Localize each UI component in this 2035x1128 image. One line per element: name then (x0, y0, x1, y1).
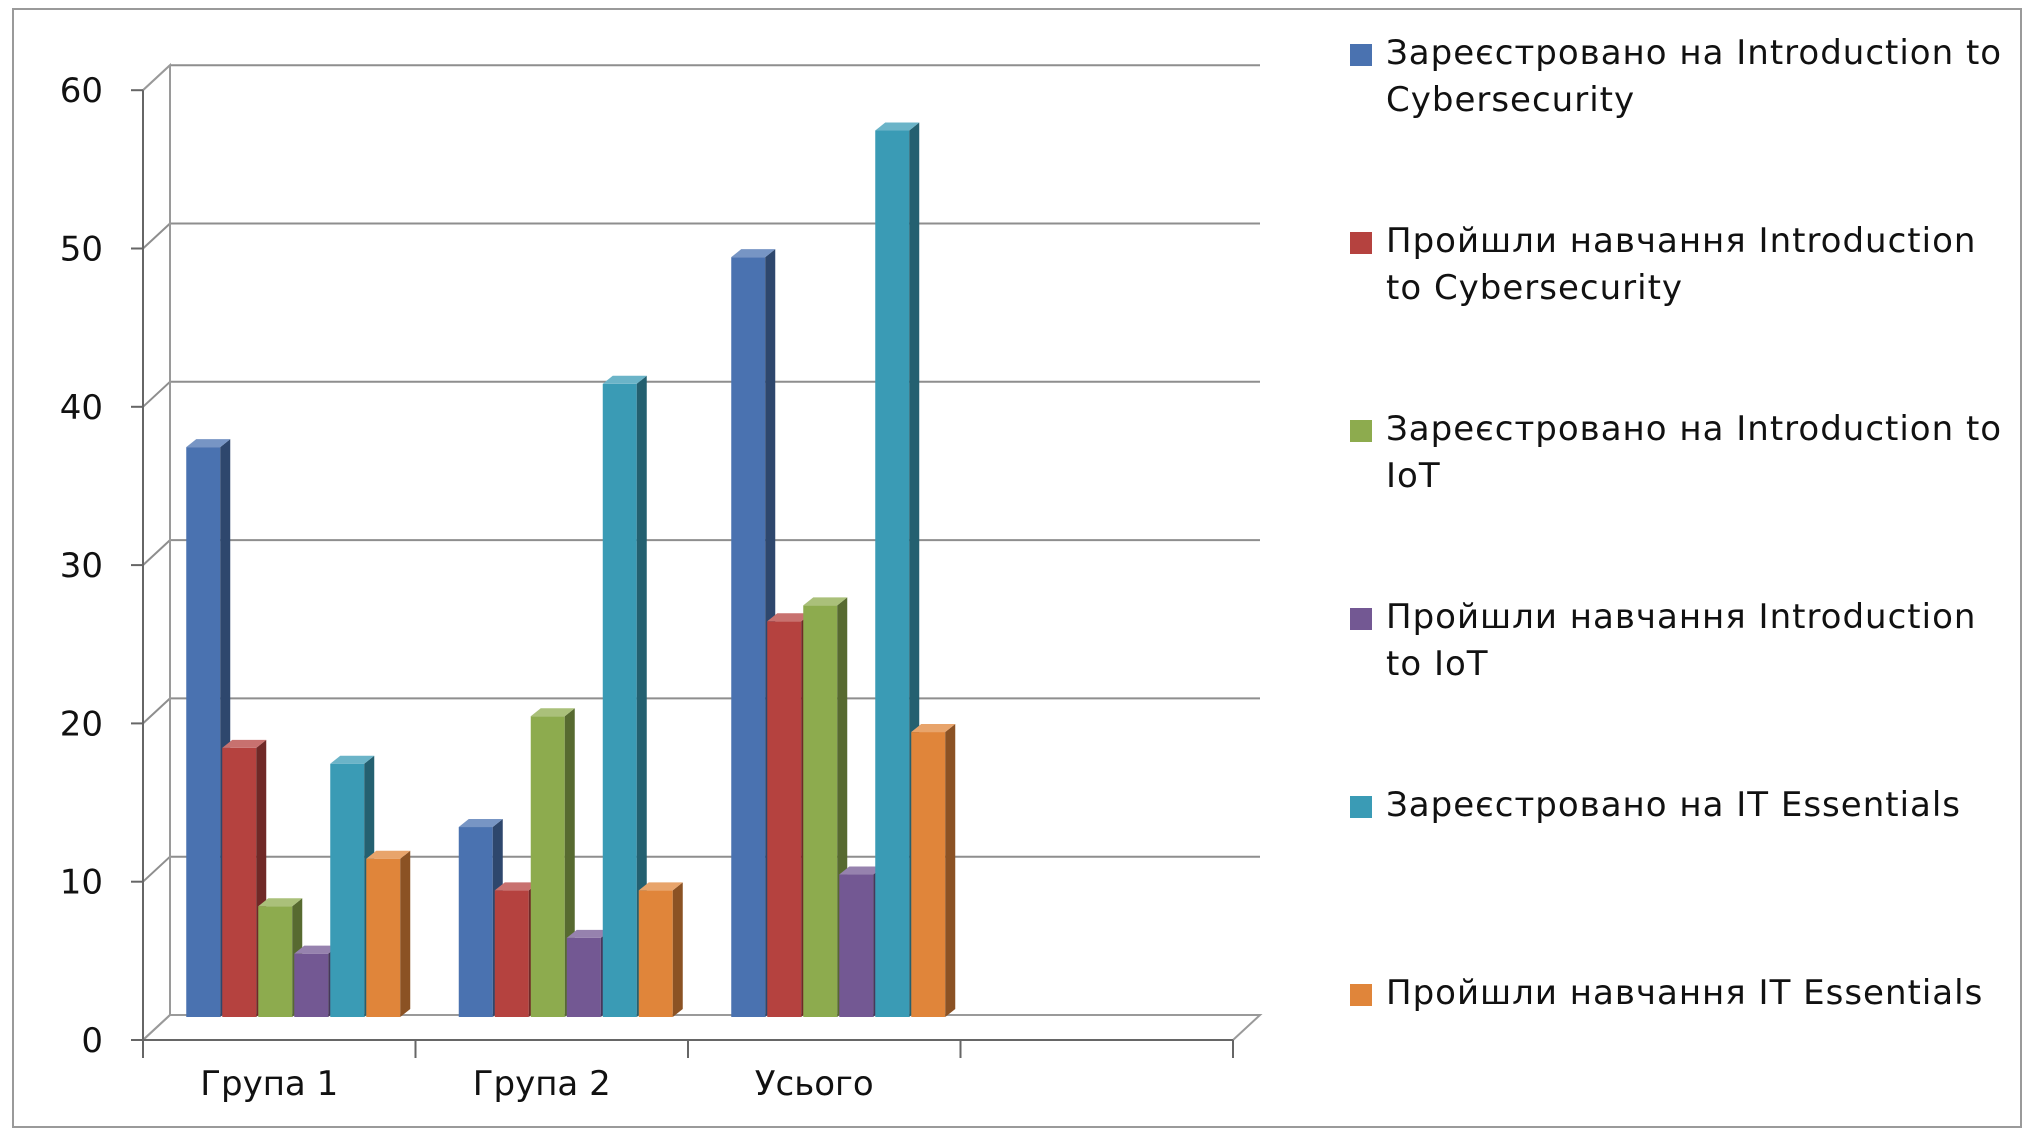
gridline-depth (142, 222, 171, 250)
legend-label: Зареєстровано на IT Essentials (1386, 785, 1962, 825)
bar (366, 850, 411, 1017)
bar-top (366, 850, 411, 859)
bar-top (911, 724, 956, 733)
axis-labels: 0 10 20 30 40 50 60 Група 1 Група 2 Усього (60, 71, 874, 1104)
legend-item: Зареєстровано на Introduction to IoT (1350, 406, 2006, 500)
bar-front (767, 621, 802, 1017)
legend-item: Пройшли навчання Introduction to IoT (1350, 594, 2006, 688)
bar-side (945, 724, 956, 1017)
bar-front (911, 732, 946, 1017)
bar-top (839, 866, 884, 875)
bar-front (330, 763, 365, 1017)
bar-front (258, 906, 293, 1017)
x-tick-label: Усього (755, 1064, 874, 1104)
bar (638, 882, 683, 1017)
bar (875, 122, 920, 1017)
legend-item: Зареєстровано на Introduction to Cyberse… (1350, 30, 2006, 124)
bar-front (530, 716, 565, 1017)
y-tick-label: 10 (60, 863, 103, 903)
legend-label: Пройшли навчання Introduction to Cyberse… (1386, 221, 1977, 308)
bar-side (636, 375, 647, 1017)
bar-front (803, 605, 838, 1017)
legend-swatch (1350, 984, 1372, 1006)
legend-swatch (1350, 796, 1372, 818)
bar-top (803, 597, 848, 606)
bars (186, 122, 956, 1017)
bar-top (767, 613, 812, 622)
bar-front (602, 383, 637, 1017)
x-tick-label: Група 1 (200, 1064, 338, 1104)
bar-top (330, 755, 375, 764)
legend-label: Зареєстровано на Introduction to IoT (1386, 409, 2003, 496)
legend-swatch (1350, 232, 1372, 254)
y-tick-label: 30 (60, 546, 103, 586)
bar-top (458, 819, 503, 828)
x-tick-label: Група 2 (473, 1064, 611, 1104)
bar-top (494, 882, 539, 891)
bar-front (731, 257, 766, 1017)
bar-front (494, 890, 529, 1017)
legend: Зареєстровано на Introduction to Cyberse… (1350, 0, 2030, 1110)
bar-top (294, 945, 339, 954)
bar-front (458, 827, 493, 1017)
y-tick-label: 50 (60, 230, 103, 270)
bar-front (566, 937, 601, 1017)
legend-label: Зареєстровано на Introduction to Cyberse… (1386, 33, 2003, 120)
legend-item: Пройшли навчання IT Essentials (1350, 970, 2006, 1017)
bar-side (672, 882, 683, 1017)
bar-top (530, 708, 575, 717)
floor (140, 1014, 1263, 1041)
y-tick-label: 20 (60, 704, 103, 744)
legend-label: Пройшли навчання Introduction to IoT (1386, 597, 1977, 684)
bar-front (638, 890, 673, 1017)
y-tick-label: 60 (60, 71, 103, 111)
bar-top (566, 929, 611, 938)
legend-swatch (1350, 44, 1372, 66)
bar-front (839, 874, 874, 1017)
gridlines (142, 64, 1260, 883)
gridline-depth (142, 855, 171, 883)
y-tick-label: 0 (81, 1021, 103, 1061)
gridline-depth (142, 539, 171, 566)
bar-top (186, 439, 231, 448)
axes (131, 62, 1263, 1058)
bar-front (186, 447, 221, 1017)
gridline-depth (142, 381, 171, 408)
bar (911, 724, 956, 1017)
bar-top (875, 122, 920, 131)
bar-front (222, 747, 257, 1017)
bar-chart: 0 10 20 30 40 50 60 Група 1 Група 2 Усього (60, 62, 1263, 1104)
gridline-depth (142, 697, 171, 725)
bar-front (875, 130, 910, 1017)
y-tick-label: 40 (60, 388, 103, 428)
legend-swatch (1350, 608, 1372, 630)
legend-item: Зареєстровано на IT Essentials (1350, 782, 2006, 829)
bar-top (258, 898, 303, 907)
bar-front (294, 953, 329, 1017)
legend-item: Пройшли навчання Introduction to Cyberse… (1350, 218, 2006, 312)
bar-top (602, 375, 647, 384)
bar-top (731, 249, 776, 258)
bar-front (366, 858, 401, 1017)
bar-top (638, 882, 683, 891)
bar (602, 375, 647, 1017)
legend-swatch (1350, 420, 1372, 442)
bar-top (222, 739, 267, 748)
legend-label: Пройшли навчання IT Essentials (1386, 973, 1984, 1013)
bar-side (400, 850, 411, 1017)
